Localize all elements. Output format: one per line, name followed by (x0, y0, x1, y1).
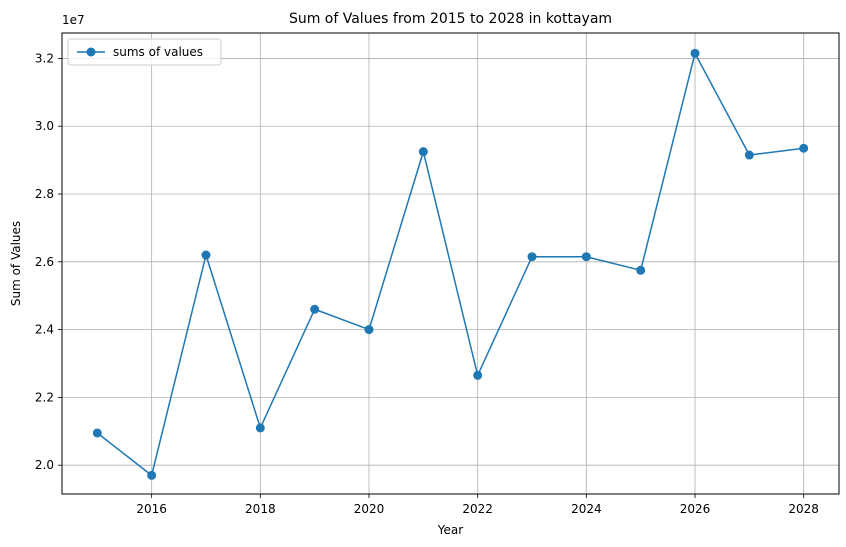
x-tick-label: 2020 (354, 502, 385, 516)
x-axis-label: Year (437, 523, 463, 537)
y-tick-label: 2.4 (35, 323, 54, 337)
y-axis-label: Sum of Values (9, 221, 23, 306)
data-point-marker (473, 370, 483, 380)
x-tick-label: 2018 (245, 502, 276, 516)
legend: sums of values (67, 38, 222, 66)
data-point-marker (364, 325, 374, 335)
data-point-marker (581, 252, 591, 262)
data-point-marker (636, 265, 646, 275)
plot-area-frame (61, 32, 840, 495)
data-point-marker (799, 143, 809, 153)
series-line (96, 52, 804, 477)
data-point-marker (147, 470, 157, 480)
y-tick-label: 2.0 (35, 458, 54, 472)
y-tick-label: 3.0 (35, 119, 54, 133)
data-point-marker (92, 428, 102, 438)
data-point-marker (418, 147, 428, 157)
x-tick-label: 2016 (136, 502, 167, 516)
x-tick-label: 2024 (571, 502, 602, 516)
axis-ticks: 2016 2018 2020 2022 2024 2026 2028 2.0 2.2 2.4 2.6… (35, 51, 819, 516)
data-point-marker (255, 423, 265, 433)
data-point-marker (527, 252, 537, 262)
y-tick-label: 2.2 (35, 390, 54, 404)
y-tick-label: 2.8 (35, 187, 54, 201)
data-point-marker (310, 304, 320, 314)
x-tick-label: 2022 (462, 502, 493, 516)
legend-entry-label: sums of values (113, 45, 203, 59)
chart-title: Sum of Values from 2015 to 2028 in kotta… (289, 11, 612, 27)
legend-box (67, 38, 222, 66)
legend-marker-swatch (86, 47, 96, 57)
series-layer (92, 48, 809, 480)
y-tick-label: 2.6 (35, 255, 54, 269)
data-point-marker (744, 150, 754, 160)
data-point-marker (690, 48, 700, 58)
y-tick-label: 3.2 (35, 51, 54, 65)
x-tick-label: 2028 (788, 502, 819, 516)
data-point-marker (201, 250, 211, 260)
y-axis-offset-label: 1e7 (62, 13, 85, 27)
x-tick-label: 2026 (680, 502, 711, 516)
